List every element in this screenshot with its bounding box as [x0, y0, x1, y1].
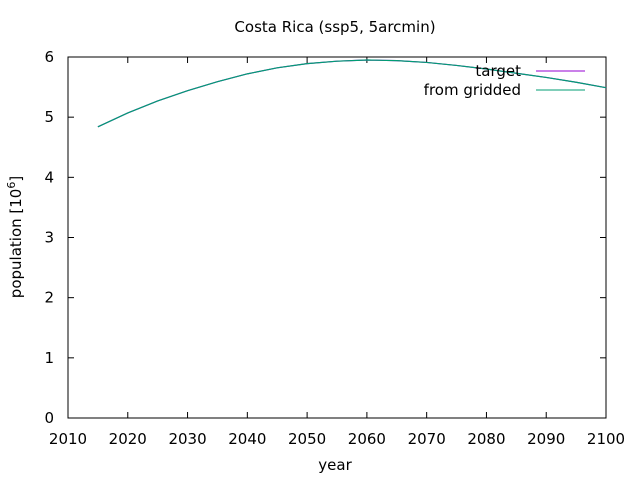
y-tick: 4	[44, 168, 606, 186]
y-tick: 1	[44, 349, 606, 367]
x-tick-label: 2060	[348, 430, 386, 448]
legend-label-from-gridded: from gridded	[424, 81, 521, 99]
x-tick-label: 2080	[467, 430, 505, 448]
y-tick-label: 5	[44, 108, 54, 126]
y-tick-label: 4	[44, 168, 54, 186]
y-axis-label-prefix: population [10	[7, 189, 25, 299]
chart-title: Costa Rica (ssp5, 5arcmin)	[234, 18, 435, 36]
x-tick-label: 2010	[49, 430, 87, 448]
x-tick-label: 2020	[109, 430, 147, 448]
y-tick-label: 6	[44, 48, 54, 66]
x-tick: 2070	[408, 57, 446, 448]
y-tick: 0	[44, 409, 606, 427]
plot-frame	[67, 56, 607, 419]
y-tick-label: 3	[44, 229, 54, 247]
x-tick: 2010	[49, 57, 87, 448]
y-tick: 6	[44, 48, 606, 66]
series-line-from-gridded	[97, 59, 607, 128]
x-tick: 2060	[348, 57, 386, 448]
x-tick: 2080	[467, 57, 506, 448]
x-tick: 2040	[228, 57, 266, 448]
x-tick: 2100	[587, 57, 625, 448]
legend-label-target: target	[475, 62, 521, 80]
y-tick: 5	[44, 108, 606, 126]
x-tick: 2030	[168, 57, 207, 448]
x-tick-label: 2030	[168, 430, 206, 448]
x-tick-label: 2070	[408, 430, 446, 448]
x-tick: 2090	[527, 57, 565, 448]
y-axis-label: population [106]	[5, 176, 25, 298]
x-tick-label: 2100	[587, 430, 625, 448]
series-group	[97, 59, 607, 128]
series-line-target	[97, 59, 607, 128]
y-axis: 0 1 2 3 4 5 6	[44, 48, 606, 427]
y-tick: 3	[44, 229, 606, 247]
y-tick-label: 2	[44, 289, 54, 307]
y-axis-label-suffix: ]	[7, 176, 25, 182]
x-tick-label: 2090	[527, 430, 565, 448]
x-tick: 2050	[288, 57, 326, 448]
x-tick-label: 2040	[228, 430, 266, 448]
x-tick: 2020	[109, 57, 147, 448]
y-tick: 2	[44, 289, 606, 307]
legend: target from gridded	[424, 62, 585, 99]
x-tick-label: 2050	[288, 430, 326, 448]
y-tick-label: 1	[44, 349, 54, 367]
x-axis: 2010 2020 2030 2040 2050 2060 2070 2080 2090 2100	[49, 57, 625, 448]
y-tick-label: 0	[44, 409, 54, 427]
y-axis-label-exponent: 6	[5, 182, 18, 189]
x-axis-label: year	[318, 456, 352, 474]
